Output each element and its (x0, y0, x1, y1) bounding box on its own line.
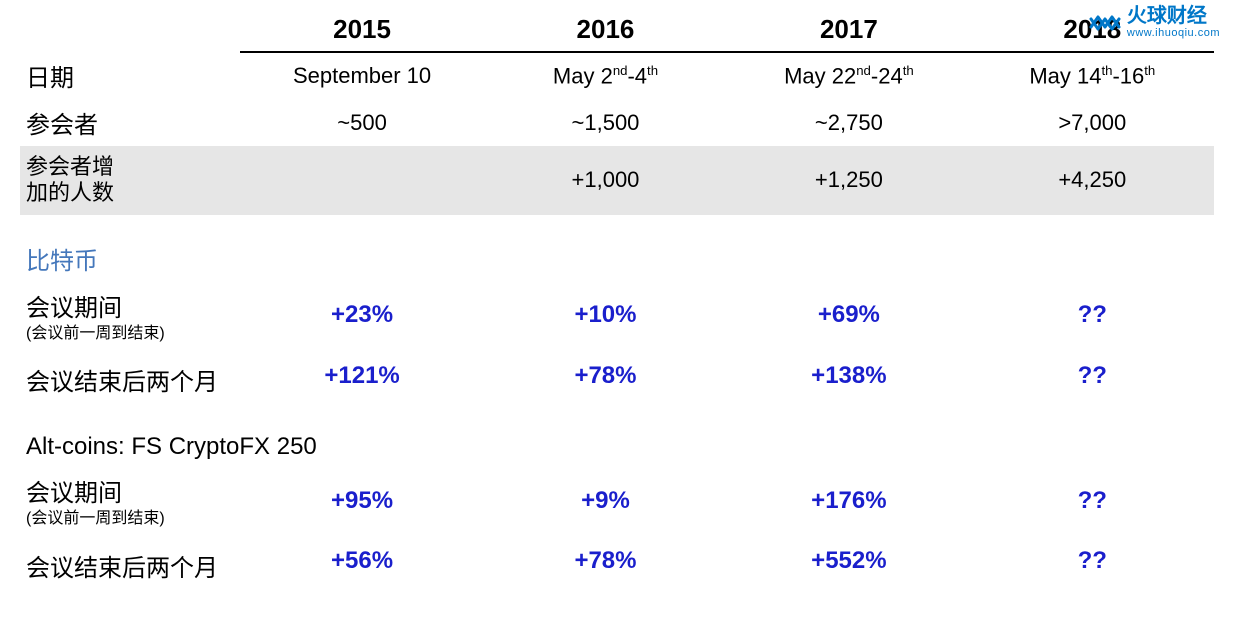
brand-watermark: 火球财经 www.ihuoqiu.com (1089, 6, 1220, 39)
section-altcoins-title: Alt-coins: FS CryptoFX 250 (20, 403, 1214, 467)
label-increase: 参会者增加的人数 (20, 146, 240, 215)
brand-text: 火球财经 www.ihuoqiu.com (1127, 6, 1220, 39)
row-date: 日期 September 10 May 2nd-4th May 22nd-24t… (20, 52, 1214, 99)
bitcoin-after-label: 会议结束后两个月 (20, 348, 240, 403)
bitcoin-after-2016: +78% (484, 348, 727, 403)
attendees-2015: ~500 (240, 99, 483, 146)
brand-name: 火球财经 (1127, 6, 1220, 26)
altcoins-after-2015: +56% (240, 534, 483, 589)
data-table: 2015 2016 2017 2018 日期 September 10 May … (20, 10, 1214, 589)
bitcoin-during-2015: +23% (240, 282, 483, 349)
brand-logo-icon (1089, 7, 1121, 39)
increase-2016: +1,000 (484, 146, 727, 215)
altcoins-after-label: 会议结束后两个月 (20, 534, 240, 589)
year-2015: 2015 (240, 10, 483, 52)
attendees-2018: >7,000 (971, 99, 1214, 146)
bitcoin-during-row: 会议期间 (会议前一周到结束) +23% +10% +69% ?? (20, 282, 1214, 349)
altcoins-during-2018: ?? (971, 467, 1214, 534)
increase-2017: +1,250 (727, 146, 970, 215)
date-2015: September 10 (240, 52, 483, 99)
altcoins-during-label: 会议期间 (会议前一周到结束) (20, 467, 240, 534)
row-increase: 参会者增加的人数 +1,000 +1,250 +4,250 (20, 146, 1214, 215)
year-2016: 2016 (484, 10, 727, 52)
altcoins-during-2016: +9% (484, 467, 727, 534)
bitcoin-after-row: 会议结束后两个月 +121% +78% +138% ?? (20, 348, 1214, 403)
altcoins-after-2016: +78% (484, 534, 727, 589)
date-2017: May 22nd-24th (727, 52, 970, 99)
altcoins-during-2017: +176% (727, 467, 970, 534)
bitcoin-during-2017: +69% (727, 282, 970, 349)
brand-url: www.ihuoqiu.com (1127, 28, 1220, 39)
section-altcoins-title-row: Alt-coins: FS CryptoFX 250 (20, 403, 1214, 467)
year-2017: 2017 (727, 10, 970, 52)
altcoins-after-row: 会议结束后两个月 +56% +78% +552% ?? (20, 534, 1214, 589)
header-blank (20, 10, 240, 52)
attendees-2016: ~1,500 (484, 99, 727, 146)
bitcoin-during-label-sub: (会议前一周到结束) (26, 325, 236, 343)
bitcoin-during-label: 会议期间 (会议前一周到结束) (20, 282, 240, 349)
altcoins-during-row: 会议期间 (会议前一周到结束) +95% +9% +176% ?? (20, 467, 1214, 534)
bitcoin-during-label-main: 会议期间 (26, 295, 122, 322)
altcoins-after-2017: +552% (727, 534, 970, 589)
altcoins-during-2015: +95% (240, 467, 483, 534)
date-2016: May 2nd-4th (484, 52, 727, 99)
row-attendees: 参会者 ~500 ~1,500 ~2,750 >7,000 (20, 99, 1214, 146)
section-bitcoin-title-row: 比特币 (20, 215, 1214, 282)
altcoins-during-label-main: 会议期间 (26, 480, 122, 507)
date-2018: May 14th-16th (971, 52, 1214, 99)
bitcoin-after-2017: +138% (727, 348, 970, 403)
altcoins-during-label-sub: (会议前一周到结束) (26, 510, 236, 528)
bitcoin-during-2016: +10% (484, 282, 727, 349)
increase-2018: +4,250 (971, 146, 1214, 215)
increase-2015 (240, 146, 483, 215)
section-bitcoin-title: 比特币 (20, 215, 1214, 282)
bitcoin-after-2015: +121% (240, 348, 483, 403)
header-row: 2015 2016 2017 2018 (20, 10, 1214, 52)
bitcoin-after-2018: ?? (971, 348, 1214, 403)
label-attendees: 参会者 (20, 99, 240, 146)
altcoins-after-2018: ?? (971, 534, 1214, 589)
attendees-2017: ~2,750 (727, 99, 970, 146)
label-date: 日期 (20, 52, 240, 99)
bitcoin-during-2018: ?? (971, 282, 1214, 349)
